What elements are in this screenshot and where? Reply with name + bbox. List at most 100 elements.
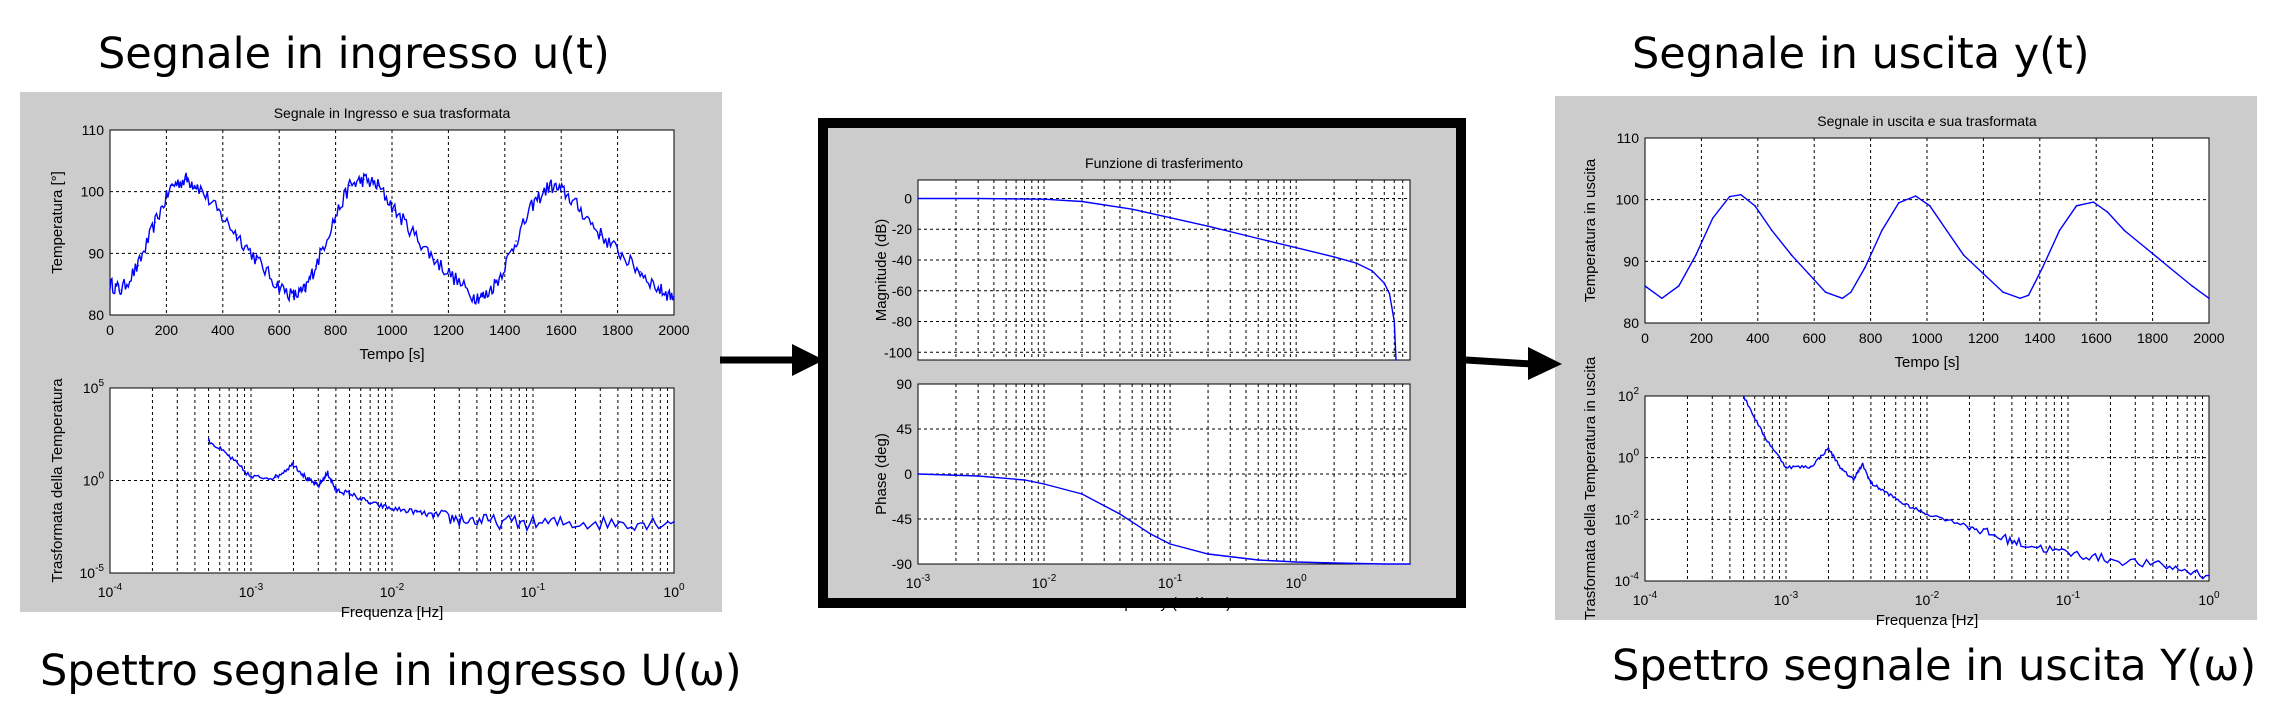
y-tick-label: 0 (904, 466, 912, 482)
data-point (275, 283, 278, 285)
data-point (1169, 543, 1171, 545)
data-point (1711, 217, 1714, 219)
transfer-function-svg: 0 -20 -40 -60 -80 -100 Funzione di trasferimen… (873, 155, 1411, 612)
y-tick-label: 110 (82, 122, 105, 138)
data-point (275, 476, 277, 479)
data-point (458, 518, 461, 521)
output-figure-svg: 0 200 400 600 800 1000 1200 1400 1600 1800 2000 80 9… (1582, 113, 2225, 629)
x-tick-label: 200 (1690, 330, 1714, 346)
data-point (498, 277, 501, 279)
data-point (1968, 525, 1971, 527)
data-point (659, 289, 661, 292)
x-axis-label: Tempo [s] (359, 346, 424, 363)
data-point (2002, 291, 2004, 293)
data-point (515, 240, 517, 242)
x-tick-label: 1200 (1968, 330, 1999, 346)
y-tick-label: 100 (1618, 448, 1640, 466)
data-point (306, 478, 308, 480)
data-point (348, 184, 351, 187)
data-point (1807, 272, 1810, 275)
y-tick-label: 10-2 (1615, 509, 1640, 527)
data-point (1827, 447, 1830, 450)
data-point (1790, 254, 1793, 256)
data-point (917, 473, 919, 475)
data-point (394, 209, 396, 211)
data-point (489, 520, 492, 523)
chart-title: Funzione di trasferimento (1085, 155, 1243, 171)
y-axis-label: Phase (deg) (873, 433, 890, 515)
data-point (1257, 559, 1259, 561)
x-tick-label: 10-1 (1158, 573, 1183, 591)
data-point (1870, 482, 1872, 484)
data-point (1740, 193, 1742, 196)
x-tick-label: 100 (1286, 573, 1308, 591)
data-point (574, 522, 577, 524)
data-point (137, 264, 139, 267)
data-point (1861, 463, 1864, 466)
x-tick-label: 1600 (2081, 330, 2112, 346)
data-point (1644, 285, 1646, 287)
data-point (1395, 359, 1397, 361)
data-point (1962, 254, 1965, 256)
data-point (228, 455, 230, 458)
data-point (2191, 285, 2193, 287)
data-point (917, 197, 919, 200)
data-point (1742, 395, 1745, 397)
x-tick-label: 2000 (2193, 330, 2224, 346)
y-tick-label: 80 (88, 307, 104, 323)
x-tick-label: 10-1 (521, 582, 546, 600)
x-tick-label: 0 (106, 322, 114, 338)
data-point (473, 295, 475, 298)
y-axis-label: Magnitude (dB) (873, 219, 890, 322)
x-tick-label: 2000 (658, 322, 689, 338)
data-point (1149, 533, 1152, 535)
data-point (1841, 297, 1844, 300)
x-axis-label: Frequenza [Hz] (341, 604, 444, 621)
data-point (1993, 534, 1996, 537)
data-point (1898, 202, 1900, 204)
y-tick-label: 10-4 (1615, 571, 1640, 589)
y-tick-label: 90 (1623, 253, 1639, 269)
data-point (453, 277, 455, 279)
data-point (413, 234, 416, 236)
data-point (120, 289, 123, 292)
data-point (433, 515, 436, 517)
data-point (154, 221, 156, 224)
data-point (1043, 198, 1045, 200)
series-line (207, 437, 675, 533)
data-point (563, 190, 565, 193)
data-point (549, 184, 551, 187)
data-point (292, 295, 295, 298)
x-tick-label: 100 (663, 582, 685, 600)
data-point (109, 283, 111, 285)
plot-frame (109, 129, 675, 316)
x-tick-label: 1600 (546, 322, 577, 338)
data-point (250, 476, 252, 479)
y-tick-label: 102 (1618, 386, 1640, 404)
data-point (1841, 469, 1843, 471)
heading-output-spectrum: Spettro segnale in uscita Y(ω) (1612, 641, 2257, 691)
x-tick-label: 600 (1803, 330, 1827, 346)
data-point (1864, 266, 1866, 269)
data-point (1945, 229, 1948, 232)
series-line (917, 473, 1410, 565)
x-tick-label: 10-3 (1774, 590, 1799, 608)
data-point (580, 209, 582, 211)
series-line (918, 197, 1397, 361)
data-point (1333, 256, 1335, 258)
y-tick-label: -90 (892, 556, 912, 572)
data-point (1785, 466, 1787, 468)
data-point (630, 522, 633, 524)
series-line (109, 172, 675, 306)
data-point (532, 522, 534, 524)
data-point (1081, 493, 1083, 495)
data-point (2024, 543, 2027, 546)
data-point (977, 475, 979, 477)
data-point (1207, 553, 1209, 555)
x-tick-label: 0 (1641, 330, 1649, 346)
y-tick-label: -80 (892, 314, 912, 330)
data-point (332, 221, 334, 224)
transfer-function-panel: 0 -20 -40 -60 -80 -100 Funzione di trasferimen… (818, 118, 1466, 612)
data-point (1695, 254, 1697, 256)
data-point (2092, 201, 2095, 203)
